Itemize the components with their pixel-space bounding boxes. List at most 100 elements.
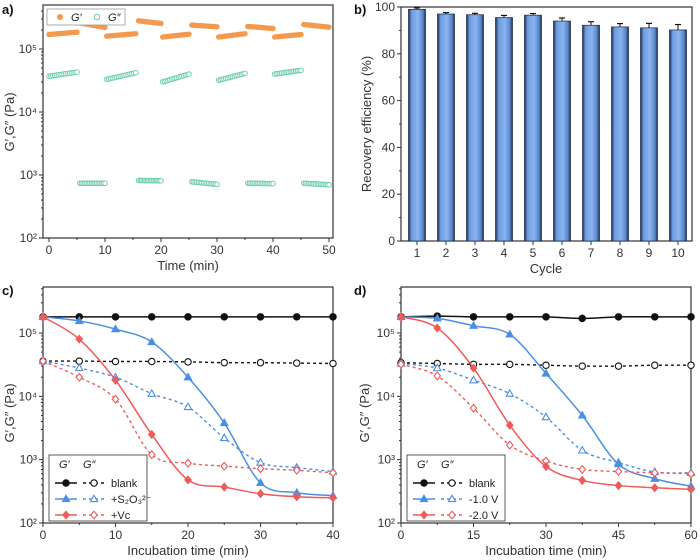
panel-d-20v-gpp-line	[400, 363, 692, 475]
panel-c-so-gp-point	[255, 477, 266, 487]
panel-a-xtick-label: 10	[98, 243, 112, 257]
panel-b-xtick-label: 6	[559, 246, 566, 260]
gpp-point	[133, 69, 139, 76]
panel-c-vc-gp-point	[75, 334, 84, 344]
panel-d-10v-gpp-point	[505, 388, 515, 397]
gpp-point	[186, 71, 192, 77]
panel-a-legend: G′ G″	[46, 8, 126, 26]
panel-a-plot: 10² 10³ 10⁴ 10⁵ 0 10 20 30 40 50 G′ G″	[18, 4, 336, 257]
gpp-point	[214, 181, 220, 188]
panel-b-xtick-label: 7	[588, 246, 595, 260]
gp-point	[214, 24, 220, 30]
bar	[466, 14, 484, 242]
legend-header-gpp: G″	[83, 459, 97, 471]
panel-c-ytick-label: 10⁴	[18, 389, 37, 403]
panel-d-10v-gpp-point	[541, 412, 551, 421]
legend-series-label: +S₂O₃²⁻	[111, 494, 152, 506]
panel-d-20v-gpp-point	[687, 469, 695, 479]
panel-d-20v-gpp-point	[433, 371, 442, 381]
legend-gp-label: G′	[71, 12, 83, 24]
panel-c-vc-gp-point	[184, 475, 192, 485]
panel-c-blank-gpp-point	[256, 358, 265, 367]
panel-b-ytick-label: 20	[382, 187, 396, 201]
panel-d-blank-gp-point	[469, 313, 478, 321]
panel-d-10v-gpp-point	[432, 363, 442, 372]
bar	[408, 8, 426, 242]
bar	[611, 26, 629, 242]
panel-b-xtick-label: 8	[617, 246, 624, 260]
legend-gp-marker	[62, 479, 70, 487]
panel-b-xlabel: Cycle	[530, 261, 563, 276]
panel-d-20v-gp-point	[578, 475, 587, 486]
panel-d-10v-gp-point	[541, 368, 551, 377]
panel-c-vc-gp-point	[39, 312, 47, 322]
panel-d-20v-gpp-point	[397, 359, 405, 369]
panel-c-vc-gpp-point	[329, 468, 337, 478]
panel-b-ytick-label: 100	[375, 0, 395, 14]
panel-c-vc-gp-point	[147, 429, 156, 440]
panel-d-blank-gp-point	[650, 313, 659, 321]
panel-d-20v-gpp-point	[505, 440, 514, 450]
panel-c-ylabel: G′,G″ (Pa)	[2, 383, 17, 442]
panel-c-xtick-label: 30	[254, 528, 268, 542]
panel-a-ytick-label: 10⁴	[18, 105, 37, 119]
panel-d-blank-gpp-point	[687, 361, 695, 369]
gp-point	[326, 24, 332, 30]
panel-c-xtick-label: 40	[326, 528, 340, 542]
panel-c-so-gpp-point	[147, 388, 157, 397]
panel-c-blank-gp-point	[220, 313, 229, 321]
legend-series-label: -1.0 V	[469, 494, 499, 506]
panel-d-ytick-label: 10³	[378, 453, 395, 467]
panel-d-xtick-label: 60	[684, 528, 698, 542]
legend-gp-marker	[419, 494, 429, 503]
panel-d-ylabel: G′,G″ (Pa)	[357, 383, 372, 442]
panel-c-vc-gpp-point	[39, 356, 47, 366]
legend-header-gp: G′	[417, 459, 429, 471]
panel-c-xtick-label: 20	[181, 528, 195, 542]
panel-d-20v-gp-point	[397, 312, 405, 322]
panel-c-vc-gp-point	[292, 492, 301, 502]
panel-d-20v-gpp-point	[650, 468, 659, 478]
panel-b-xtick-label: 1	[414, 246, 421, 260]
legend-series-label: -2.0 V	[469, 510, 499, 522]
bar	[582, 24, 600, 242]
panel-c-xtick-label: 0	[40, 528, 47, 542]
panel-a-label: a)	[2, 2, 14, 17]
panel-c-vc-gp-point	[111, 375, 120, 385]
legend-series-label: blank	[469, 478, 496, 490]
legend-box	[46, 8, 126, 26]
panel-a-xtick-label: 40	[266, 243, 280, 257]
panel-c-blank-gp-point	[329, 313, 337, 321]
panel-c-ytick-label: 10⁵	[19, 326, 37, 340]
gpp-point	[242, 70, 248, 77]
panel-c-so-gp-point	[110, 324, 121, 333]
panel-c-blank-gp-point	[292, 313, 301, 321]
panel-b-ytick-label: 60	[382, 94, 396, 108]
panel-c-vc-gpp-point	[111, 394, 120, 404]
panel-d-xlabel: Incubation time (min)	[485, 543, 606, 558]
panel-d-blank-gp-point	[578, 314, 586, 323]
panel-c-xtick-label: 10	[109, 528, 123, 542]
panel-c-vc-gpp-point	[256, 464, 265, 474]
panel-c-blank-gpp-point	[111, 357, 120, 366]
panel-d-10v-gp-point	[505, 329, 515, 338]
bar	[437, 13, 455, 242]
panel-d-blank-gp-point	[614, 313, 623, 321]
panel-b-xtick-label: 2	[443, 246, 450, 260]
panel-b-ytick-label: 40	[382, 140, 396, 154]
panel-b-xtick-label: 9	[646, 246, 653, 260]
legend-gpp-marker	[93, 13, 101, 21]
legend-gpp-marker	[90, 479, 98, 487]
legend-header-gpp: G″	[441, 459, 455, 471]
gp-point	[270, 25, 276, 32]
panel-c-blank-gp-point	[111, 313, 120, 321]
panel-b-label: b)	[354, 2, 366, 17]
panel-c-blank-gpp-point	[329, 359, 337, 368]
gp-point	[242, 30, 248, 37]
bar	[524, 14, 542, 242]
gp-point	[298, 31, 304, 38]
panel-d-20v-gp-point	[433, 323, 442, 333]
gpp-point	[158, 177, 164, 184]
legend-gpp-marker	[447, 494, 457, 503]
